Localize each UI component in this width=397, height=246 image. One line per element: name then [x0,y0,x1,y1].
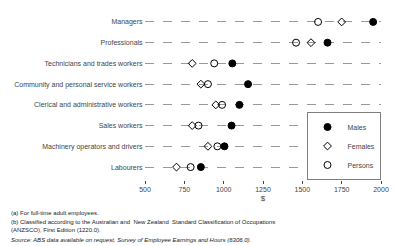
svg-text:Sales workers: Sales workers [99,122,143,129]
svg-text:1250: 1250 [255,186,271,193]
svg-text:1000: 1000 [216,186,232,193]
svg-text:Community and personal service: Community and personal service workers [14,81,143,89]
svg-text:Technicians and trades workers: Technicians and trades workers [45,60,144,67]
svg-text:Professionals: Professionals [101,39,144,46]
svg-text:Clerical and administrative wo: Clerical and administrative workers [34,101,143,108]
svg-text:Males: Males [348,124,367,131]
svg-text:750: 750 [178,186,190,193]
svg-text:Managers: Managers [111,18,143,26]
svg-text:(a) For full-time adult employ: (a) For full-time adult employees. [11,210,99,216]
svg-text:Source: ABS data available on: Source: ABS data available on request, S… [11,237,251,243]
svg-text:2000: 2000 [373,186,389,193]
svg-text:Persons: Persons [348,162,374,169]
svg-text:Females: Females [348,143,375,150]
svg-text:Labourers: Labourers [111,164,143,171]
svg-text:Machinery operators and driver: Machinery operators and drivers [42,143,143,151]
svg-text:500: 500 [139,186,151,193]
svg-text:$: $ [261,194,266,203]
svg-text:1500: 1500 [295,186,311,193]
svg-text:1750: 1750 [334,186,350,193]
svg-text:(b) Classified according to th: (b) Classified according to the Australi… [11,219,275,233]
